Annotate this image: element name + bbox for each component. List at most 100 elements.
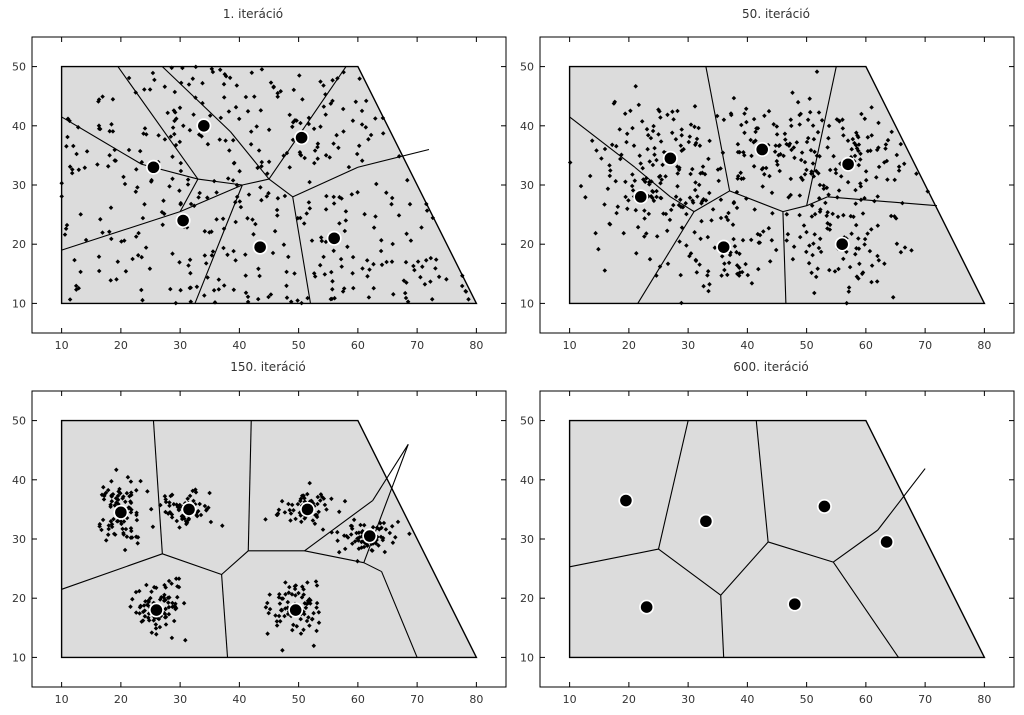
voronoi-edge bbox=[782, 205, 807, 213]
data-point bbox=[324, 507, 329, 512]
data-point bbox=[207, 490, 212, 496]
data-point bbox=[216, 277, 222, 282]
data-point bbox=[314, 583, 320, 588]
data-point bbox=[258, 108, 264, 113]
x-tick-label: 60 bbox=[859, 339, 873, 352]
data-point bbox=[665, 261, 671, 267]
data-point bbox=[701, 283, 706, 289]
data-point bbox=[167, 503, 172, 508]
data-point bbox=[138, 478, 143, 484]
centroid-point bbox=[842, 158, 854, 171]
data-point bbox=[806, 260, 812, 266]
data-point bbox=[466, 297, 471, 302]
data-point bbox=[367, 267, 372, 272]
data-point bbox=[359, 539, 364, 545]
data-point bbox=[301, 627, 306, 633]
voronoi-edge bbox=[381, 571, 418, 658]
data-point bbox=[373, 541, 379, 546]
data-point bbox=[722, 261, 727, 266]
data-point bbox=[329, 269, 334, 275]
data-point bbox=[322, 272, 328, 277]
data-point bbox=[280, 648, 285, 653]
data-point bbox=[75, 125, 81, 130]
data-point bbox=[790, 256, 796, 262]
data-point bbox=[370, 548, 375, 553]
centroid-point bbox=[756, 143, 768, 156]
data-point bbox=[312, 521, 318, 526]
data-point bbox=[314, 512, 319, 518]
x-tick-label: 20 bbox=[622, 339, 636, 352]
data-point bbox=[170, 125, 176, 130]
data-point bbox=[118, 490, 123, 496]
data-point bbox=[647, 256, 653, 262]
data-point bbox=[316, 610, 322, 615]
data-point bbox=[393, 535, 398, 540]
data-point bbox=[374, 181, 379, 187]
data-point bbox=[380, 131, 386, 136]
data-point bbox=[739, 269, 745, 275]
voronoi-edge bbox=[729, 190, 784, 213]
voronoi-edge bbox=[152, 420, 163, 554]
y-tick-label: 20 bbox=[12, 592, 26, 605]
data-point bbox=[360, 266, 365, 271]
data-point bbox=[756, 266, 761, 272]
data-point bbox=[335, 538, 340, 543]
y-tick-label: 30 bbox=[12, 179, 26, 192]
data-point bbox=[423, 258, 429, 263]
data-point bbox=[384, 190, 389, 195]
voronoi-edge bbox=[670, 196, 695, 213]
data-point bbox=[317, 262, 323, 268]
data-point bbox=[245, 299, 251, 305]
data-point bbox=[705, 273, 710, 278]
data-point bbox=[376, 543, 381, 548]
data-point bbox=[295, 298, 300, 303]
data-point bbox=[422, 282, 428, 287]
data-point bbox=[290, 627, 295, 633]
voronoi-edge bbox=[61, 116, 142, 165]
y-tick-label: 10 bbox=[12, 297, 26, 310]
data-point bbox=[263, 517, 268, 522]
x-tick-label: 20 bbox=[114, 339, 128, 352]
voronoi-edge bbox=[755, 420, 769, 543]
data-point bbox=[265, 600, 270, 606]
domain-region bbox=[60, 65, 478, 305]
data-point bbox=[342, 546, 348, 552]
y-tick-label: 10 bbox=[520, 651, 534, 664]
data-point bbox=[424, 201, 429, 207]
voronoi-edge bbox=[161, 66, 231, 133]
data-point bbox=[187, 493, 193, 499]
x-tick-label: 80 bbox=[977, 693, 991, 706]
data-point bbox=[287, 507, 292, 513]
data-point bbox=[882, 261, 887, 266]
data-point bbox=[277, 592, 282, 597]
x-tick-label: 60 bbox=[351, 339, 365, 352]
voronoi-edge bbox=[827, 196, 938, 207]
data-point bbox=[59, 180, 64, 186]
data-point bbox=[312, 160, 317, 166]
x-tick-label: 40 bbox=[740, 339, 754, 352]
data-point bbox=[264, 194, 270, 199]
data-point bbox=[216, 287, 222, 292]
centroid-point bbox=[880, 536, 893, 548]
data-point bbox=[694, 270, 700, 275]
data-point bbox=[384, 259, 389, 265]
voronoi-edge bbox=[230, 131, 270, 180]
voronoi-edge bbox=[372, 443, 409, 501]
data-point bbox=[311, 643, 317, 649]
data-point bbox=[74, 151, 79, 157]
x-tick-label: 70 bbox=[918, 693, 932, 706]
data-point bbox=[412, 267, 417, 273]
data-point bbox=[339, 264, 344, 269]
data-point bbox=[255, 296, 261, 302]
data-point bbox=[187, 285, 193, 291]
x-tick-label: 10 bbox=[55, 693, 69, 706]
data-point bbox=[320, 527, 326, 532]
data-point bbox=[363, 125, 369, 130]
voronoi-edge bbox=[162, 553, 222, 576]
data-point bbox=[63, 226, 69, 231]
x-tick-label: 70 bbox=[410, 339, 424, 352]
data-point bbox=[355, 558, 360, 564]
data-point bbox=[307, 623, 312, 628]
data-point bbox=[827, 267, 832, 273]
data-point bbox=[361, 522, 367, 528]
